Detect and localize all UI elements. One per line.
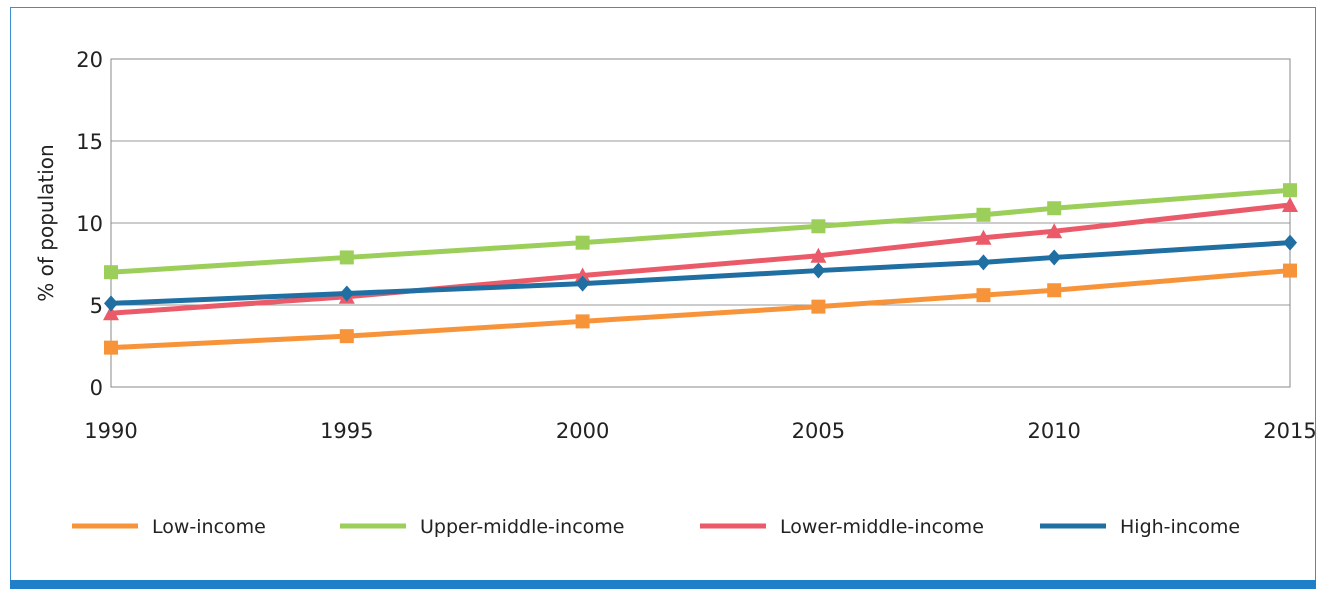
data-point: [575, 235, 590, 250]
x-tick-label: 1990: [84, 419, 137, 443]
data-point: [1283, 263, 1297, 278]
bottom-accent-bar: [10, 580, 1316, 589]
series-line: [110, 268, 1291, 351]
legend-label: Lower-middle-income: [780, 516, 984, 538]
data-point: [574, 267, 591, 283]
data-point: [1046, 223, 1063, 239]
x-tick-label: 2000: [556, 419, 609, 443]
series-line: [110, 240, 1291, 306]
series-group: [103, 183, 1298, 355]
data-point: [104, 295, 118, 312]
y-axis-ticks: 0 5 10 15 20: [76, 48, 103, 400]
chart-frame: [10, 7, 1316, 580]
grid-lines: [111, 140, 1290, 306]
data-point: [575, 314, 590, 329]
y-tick-label: 15: [76, 130, 103, 154]
data-point: [976, 288, 991, 303]
legend-label: High-income: [1120, 516, 1240, 538]
series-low-income: [104, 263, 1297, 355]
series-line: [110, 187, 1291, 275]
data-point: [811, 219, 826, 234]
data-point: [339, 250, 354, 265]
data-point: [976, 207, 991, 222]
x-axis-ticks: 1990 1995 2000 2005 2010 2015: [84, 419, 1316, 443]
data-point: [1047, 201, 1062, 216]
series-high-income: [104, 234, 1297, 312]
data-point: [811, 262, 826, 279]
x-tick-label: 2015: [1263, 419, 1316, 443]
legend-label: Low-income: [152, 516, 266, 538]
series-upper-middle-income: [104, 183, 1297, 280]
data-point: [1047, 283, 1062, 298]
data-point: [810, 247, 827, 263]
y-tick-label: 0: [90, 376, 103, 400]
legend: Low-income Upper-middle-income Lower-middl…: [72, 516, 1240, 538]
x-tick-label: 2005: [792, 419, 845, 443]
legend-label: Upper-middle-income: [420, 516, 625, 538]
plot-area-border: [110, 58, 1291, 388]
data-point: [1283, 183, 1297, 198]
data-point: [575, 275, 590, 292]
series-lower-middle-income: [103, 196, 1298, 321]
y-tick-label: 10: [76, 212, 103, 236]
y-tick-label: 5: [90, 294, 103, 318]
y-tick-label: 20: [76, 48, 103, 72]
data-point: [1283, 234, 1297, 251]
y-axis-label: % of population: [34, 144, 58, 301]
data-point: [339, 329, 354, 344]
data-point: [1282, 196, 1298, 212]
data-point: [339, 285, 354, 302]
data-point: [975, 229, 992, 245]
data-point: [104, 265, 118, 280]
data-point: [811, 299, 826, 314]
x-tick-label: 1995: [320, 419, 373, 443]
data-point: [1047, 249, 1062, 266]
data-point: [976, 254, 991, 271]
x-tick-label: 2010: [1027, 419, 1080, 443]
data-point: [103, 305, 119, 321]
data-point: [104, 340, 118, 355]
